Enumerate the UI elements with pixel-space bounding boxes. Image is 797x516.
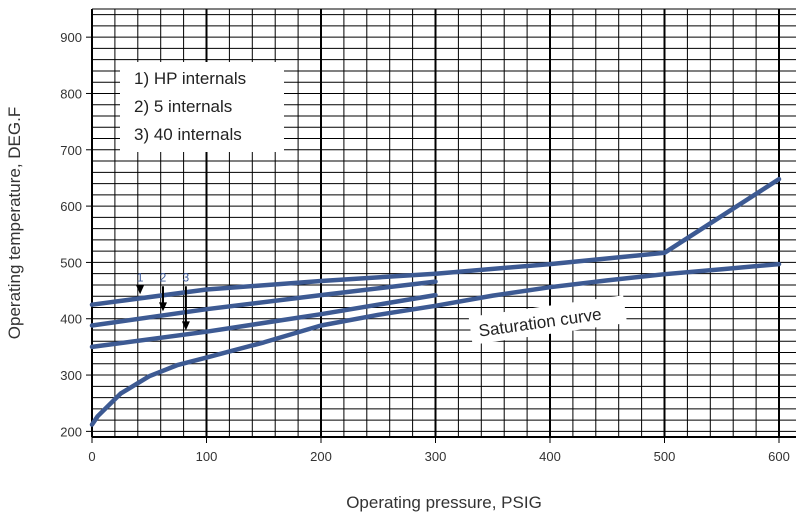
x-tick-label: 300 (425, 449, 447, 464)
arrow-label-2: 2 (160, 270, 167, 284)
y-tick-label: 600 (60, 199, 82, 214)
arrow-label-1: 1 (137, 270, 144, 284)
arrow-label-3: 3 (183, 270, 190, 284)
y-tick-label: 400 (60, 312, 82, 327)
saturation-curve-label: Saturation curve (468, 295, 628, 345)
legend-item-3: 3) 40 internals (134, 125, 242, 144)
x-tick-label: 200 (310, 449, 332, 464)
y-tick-label: 300 (60, 368, 82, 383)
x-tick-label: 100 (196, 449, 218, 464)
x-tick-label: 500 (654, 449, 676, 464)
legend-item-2: 2) 5 internals (134, 97, 232, 116)
arrow-head-1 (136, 285, 145, 295)
series-line-4 (89, 261, 782, 427)
saturation-label-bg (468, 295, 628, 345)
y-tick-label: 500 (60, 255, 82, 270)
arrow-head-2 (158, 302, 167, 312)
axes (91, 8, 796, 438)
legend-box (120, 62, 284, 152)
x-tick-label: 600 (768, 449, 790, 464)
x-tick-labels: 0 100 200 300 400 500 600 (88, 437, 790, 464)
y-tick-labels: 200 300 400 500 600 700 800 900 (60, 30, 92, 439)
y-tick-label: 200 (60, 424, 82, 439)
series-line-2 (89, 279, 438, 328)
x-axis-title: Operating pressure, PSIG (346, 493, 542, 512)
series-lines (89, 176, 782, 427)
series-line-1 (89, 176, 782, 307)
y-tick-label: 900 (60, 30, 82, 45)
y-axis-title: Operating temperature, DEG.F (5, 107, 24, 339)
y-tick-label: 800 (60, 86, 82, 101)
series-line-3 (89, 292, 438, 350)
arrow-head-3 (181, 321, 190, 331)
x-tick-label: 400 (539, 449, 561, 464)
legend-item-1: 1) HP internals (134, 69, 246, 88)
x-tick-label: 0 (88, 449, 95, 464)
arrow-markers: 1 2 3 (136, 270, 190, 331)
y-tick-label: 700 (60, 143, 82, 158)
